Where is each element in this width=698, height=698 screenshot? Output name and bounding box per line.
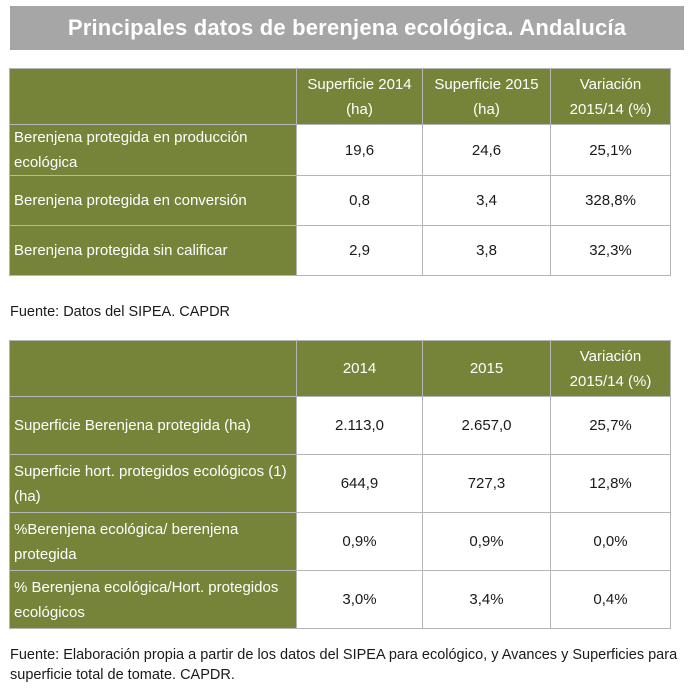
cell-variation: 25,1% — [550, 124, 671, 176]
header-cell-variation: Variación 2015/14 (%) — [550, 68, 671, 125]
header-cell-empty — [9, 340, 297, 397]
row-label: Berenjena protegida en conversión — [9, 175, 297, 226]
surface-table: Superficie 2014 (ha) Superficie 2015 (ha… — [9, 68, 671, 276]
cell-2015: 2.657,0 — [422, 396, 551, 455]
header-cell-2014: 2014 — [296, 340, 423, 397]
row-label: Superficie hort. protegidos ecológicos (… — [9, 454, 297, 513]
table-row: Berenjena protegida en conversión 0,8 3,… — [9, 175, 671, 226]
table-row: Superficie hort. protegidos ecológicos (… — [9, 454, 671, 513]
cell-2015: 3,4 — [422, 175, 551, 226]
cell-variation: 32,3% — [550, 225, 671, 276]
table-row: %Berenjena ecológica/ berenjena protegid… — [9, 512, 671, 571]
source-note: Fuente: Datos del SIPEA. CAPDR — [10, 304, 231, 320]
header-cell-2015: 2015 — [422, 340, 551, 397]
title-bar: Principales datos de berenjena ecológica… — [10, 6, 684, 50]
header-cell-variation: Variación 2015/14 (%) — [550, 340, 671, 397]
table-row: Berenjena protegida sin calificar 2,9 3,… — [9, 225, 671, 276]
row-label: Berenjena protegida en producción ecológ… — [9, 124, 297, 176]
row-label: %Berenjena ecológica/ berenjena protegid… — [9, 512, 297, 571]
cell-2014: 2,9 — [296, 225, 423, 276]
cell-2014: 0,9% — [296, 512, 423, 571]
cell-2014: 19,6 — [296, 124, 423, 176]
cell-variation: 12,8% — [550, 454, 671, 513]
header-cell-2014: Superficie 2014 (ha) — [296, 68, 423, 125]
comparison-table: 2014 2015 Variación 2015/14 (%) Superfic… — [9, 340, 671, 629]
table-header-row: Superficie 2014 (ha) Superficie 2015 (ha… — [9, 68, 671, 125]
source-note: Fuente: Elaboración propia a partir de l… — [10, 647, 678, 683]
cell-variation: 328,8% — [550, 175, 671, 226]
cell-2015: 3,8 — [422, 225, 551, 276]
cell-2014: 2.113,0 — [296, 396, 423, 455]
cell-variation: 0,4% — [550, 570, 671, 629]
page-title: Principales datos de berenjena ecológica… — [67, 15, 627, 40]
cell-2014: 644,9 — [296, 454, 423, 513]
table-row: Berenjena protegida en producción ecológ… — [9, 124, 671, 176]
row-label: Superficie Berenjena protegida (ha) — [9, 396, 297, 455]
header-cell-empty — [9, 68, 297, 125]
cell-2014: 3,0% — [296, 570, 423, 629]
cell-2015: 24,6 — [422, 124, 551, 176]
row-label: Berenjena protegida sin calificar — [9, 225, 297, 276]
cell-2014: 0,8 — [296, 175, 423, 226]
table-header-row: 2014 2015 Variación 2015/14 (%) — [9, 340, 671, 397]
header-cell-2015: Superficie 2015 (ha) — [422, 68, 551, 125]
table-row: % Berenjena ecológica/Hort. protegidos e… — [9, 570, 671, 629]
cell-2015: 3,4% — [422, 570, 551, 629]
cell-2015: 727,3 — [422, 454, 551, 513]
row-label: % Berenjena ecológica/Hort. protegidos e… — [9, 570, 297, 629]
table-row: Superficie Berenjena protegida (ha) 2.11… — [9, 396, 671, 455]
cell-2015: 0,9% — [422, 512, 551, 571]
cell-variation: 0,0% — [550, 512, 671, 571]
cell-variation: 25,7% — [550, 396, 671, 455]
